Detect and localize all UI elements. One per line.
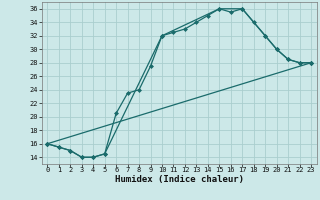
X-axis label: Humidex (Indice chaleur): Humidex (Indice chaleur)	[115, 175, 244, 184]
